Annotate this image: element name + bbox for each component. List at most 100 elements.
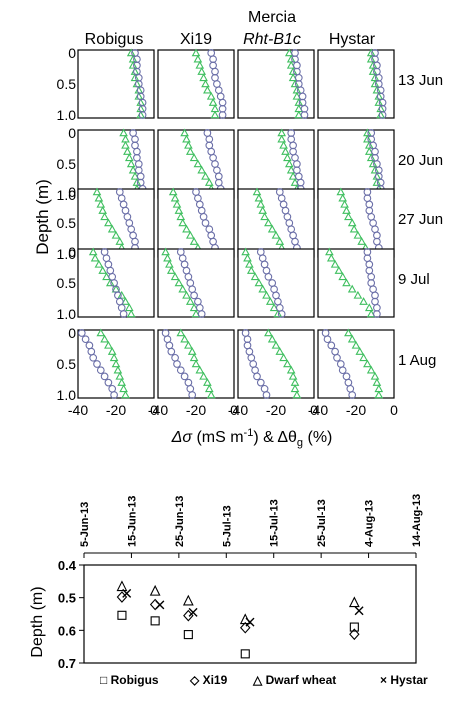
conductivity-point xyxy=(138,111,147,119)
water-content-point xyxy=(368,159,378,168)
water-content-point xyxy=(241,247,250,256)
water-content-point xyxy=(357,237,367,245)
water-content-point xyxy=(281,147,290,155)
water-content-point xyxy=(338,272,348,281)
hystar-point xyxy=(245,617,255,627)
water-content-point xyxy=(172,199,182,208)
water-content-point xyxy=(290,79,300,88)
water-content-point xyxy=(351,340,361,349)
x-tick-label: -40 xyxy=(228,402,248,418)
water-content-point xyxy=(290,178,300,186)
water-content-point xyxy=(260,212,269,221)
dwarf-wheat-point xyxy=(149,584,161,596)
water-content-point xyxy=(185,230,195,239)
water-content-point xyxy=(117,378,127,386)
conductivity-point xyxy=(262,391,271,399)
water-content-point xyxy=(286,60,296,69)
water-content-point xyxy=(258,206,268,214)
water-content-point xyxy=(124,303,134,312)
water-content-point xyxy=(374,390,384,399)
panel-frame xyxy=(77,129,155,199)
robigus-point xyxy=(117,610,127,620)
water-content-point xyxy=(107,347,117,355)
conductivity-point xyxy=(323,335,332,344)
water-content-point xyxy=(275,347,285,355)
depth-tick-label: 0.6 xyxy=(58,623,76,638)
conductivity-point xyxy=(180,372,189,381)
water-content-point xyxy=(292,390,302,399)
date-tick-label: 15-Jul-13 xyxy=(269,499,281,547)
water-content-point xyxy=(187,347,197,355)
water-content-point xyxy=(130,171,140,180)
legend-entry-2: △ Dwarf wheat xyxy=(252,673,336,687)
water-content-point xyxy=(338,193,348,202)
panel-frame xyxy=(237,129,315,199)
dwarf-wheat-point xyxy=(182,594,194,606)
water-content-point xyxy=(271,230,281,239)
water-content-point xyxy=(372,378,382,386)
water-content-point xyxy=(185,297,195,305)
column-header-xi19: Xi19 xyxy=(180,31,212,48)
y-tick-label: 0 xyxy=(68,125,76,141)
water-content-point xyxy=(199,73,208,82)
water-content-point xyxy=(170,193,180,202)
water-content-point xyxy=(245,259,254,268)
x-tick-label: -40 xyxy=(148,402,168,418)
water-content-point xyxy=(90,253,100,262)
water-content-point xyxy=(189,153,199,162)
y-tick-label: 0 xyxy=(68,45,76,61)
column-header-robigus: Robigus xyxy=(85,31,144,48)
conductivity-point xyxy=(277,310,286,318)
water-content-point xyxy=(102,272,111,281)
y-tick-label: 0 xyxy=(68,184,76,200)
water-content-point xyxy=(123,147,132,155)
water-content-point xyxy=(206,91,216,100)
water-content-point xyxy=(292,91,302,100)
y-tick-label: 1.0 xyxy=(57,107,77,123)
water-content-point xyxy=(126,309,136,318)
y-tick-label: 0 xyxy=(68,325,76,341)
water-content-point xyxy=(347,284,357,293)
water-content-point xyxy=(372,85,382,94)
water-content-point xyxy=(191,359,201,368)
water-content-point xyxy=(98,206,108,214)
panel-frame xyxy=(317,248,395,318)
water-content-point xyxy=(189,237,199,245)
xi19-point xyxy=(116,591,128,603)
water-content-point xyxy=(364,147,374,155)
water-content-point xyxy=(366,153,376,162)
water-content-point xyxy=(111,284,121,293)
conductivity-point xyxy=(256,378,265,387)
water-content-point xyxy=(210,110,220,119)
water-content-point xyxy=(195,60,205,69)
water-content-point xyxy=(336,187,346,196)
y-tick-label: 1.0 xyxy=(57,187,77,203)
conductivity-point xyxy=(89,353,98,362)
water-content-point xyxy=(182,290,191,299)
robigus-point xyxy=(349,622,359,632)
water-content-point xyxy=(165,259,174,268)
row-date-label: 9 Jul xyxy=(398,271,430,288)
water-content-point xyxy=(275,237,285,245)
water-content-point xyxy=(267,224,277,233)
water-content-point xyxy=(330,259,340,268)
water-content-point xyxy=(126,48,136,57)
water-content-point xyxy=(347,218,357,227)
xi19-point xyxy=(349,628,360,641)
water-content-point xyxy=(290,384,300,393)
water-content-point xyxy=(168,187,178,196)
panel-frame xyxy=(157,49,235,119)
robigus-point xyxy=(240,649,250,659)
water-content-point xyxy=(326,253,336,262)
conductivity-point xyxy=(327,341,336,350)
water-content-point xyxy=(353,230,363,239)
plot-area-frame xyxy=(83,564,417,664)
water-content-point xyxy=(182,134,191,143)
water-content-point xyxy=(201,79,210,88)
water-content-point xyxy=(284,159,294,168)
conductivity-point xyxy=(167,347,176,356)
x-axis-title-top: Δσ (mS m-1) & Δθg (%) xyxy=(171,427,333,449)
conductivity-point xyxy=(378,111,387,119)
legend-entry-3: × Hystar xyxy=(380,673,428,687)
